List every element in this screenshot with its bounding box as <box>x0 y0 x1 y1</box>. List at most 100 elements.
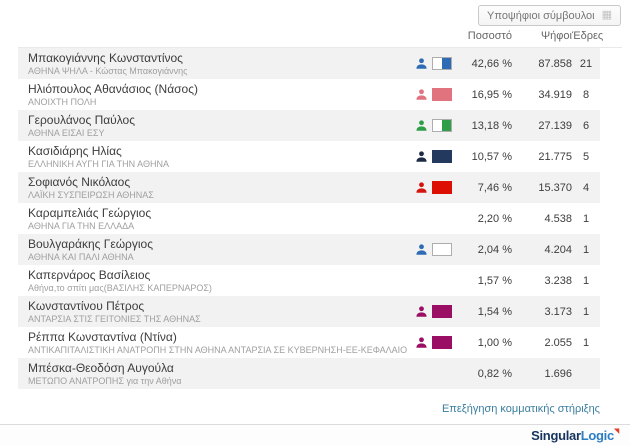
table-row: Μπέσκα-Θεοδόση Αυγούλα ΜΕΤΩΠΟ ΑΝΑΤΡΟΠΗΣ γ… <box>18 358 600 389</box>
table-row: Κωνσταντίνου Πέτρος ΑΝΤΑΡΣΙΑ ΣΤΙΣ ΓΕΙΤΟΝΙ… <box>18 296 600 327</box>
person-icon <box>415 57 428 70</box>
seats-value: 1 <box>582 305 590 318</box>
candidate-party: ΑΘΗΝΑ ΕΙΣΑΙ ΕΣΥ <box>28 127 105 138</box>
candidate-party: Αθήνα,το σπίτι μας(ΒΑΣΙΛΗΣ ΚΑΠΕΡΝΑΡΟΣ) <box>28 282 212 293</box>
seats-value: 1 <box>582 274 590 287</box>
person-icon <box>415 150 428 163</box>
votes-value: 87.858 <box>538 57 572 70</box>
seats-value: 6 <box>582 119 590 132</box>
votes-value: 4.538 <box>544 212 572 225</box>
votes-value: 21.775 <box>538 150 572 163</box>
support-box-icon <box>432 57 452 70</box>
percent-value: 0,82 % <box>477 367 512 380</box>
candidate-name: Κασιδιάρης Ηλίας <box>28 143 122 158</box>
votes-value: 3.173 <box>544 305 572 318</box>
candidate-party: ΕΛΛΗΝΙΚΗ ΑΥΓΗ ΓΙΑ ΤΗΝ ΑΘΗΝΑ <box>28 158 169 169</box>
candidate-name: Κωνσταντίνου Πέτρος <box>28 298 145 313</box>
candidate-party: ΛΑΪΚΗ ΣΥΣΠΕΙΡΩΣΗ ΑΘΗΝΑΣ <box>28 189 154 200</box>
support-box-icon <box>432 88 452 101</box>
seats-value: 21 <box>579 57 593 70</box>
party-support-icon <box>408 88 452 101</box>
candidate-name: Βουλγαράκης Γεώργιος <box>28 236 154 251</box>
singularlogic-logo: SingularLogic◥ <box>531 428 619 443</box>
party-support-icon <box>408 336 452 349</box>
candidate-party: ΑΝΟΙΧΤΗ ΠΟΛΗ <box>28 96 97 107</box>
table-row: Μπακογιάννης Κωνσταντίνος ΑΘΗΝΑ ΨΗΛΑ - Κώ… <box>18 48 600 79</box>
percent-value: 1,00 % <box>477 336 512 349</box>
person-icon <box>415 243 428 256</box>
candidate-name: Καπερνάρος Βασίλειος <box>28 267 151 282</box>
candidate-party: ΑΘΗΝΑ ΚΑΙ ΠΑΛΙ ΑΘΗΝΑ <box>28 251 134 262</box>
person-icon <box>415 119 428 132</box>
candidate-councillors-button-label: Υποψήφιοι σύμβουλοι <box>487 9 595 22</box>
footer: SingularLogic◥ <box>0 424 630 446</box>
person-icon <box>415 336 428 349</box>
table-row: Καραμπελιάς Γεώργιος ΑΘΗΝΑ ΓΙΑ ΤΗΝ ΕΛΛΑΔΑ… <box>18 203 600 234</box>
percent-value: 2,20 % <box>477 212 512 225</box>
results-table-header: Ποσοστό Ψήφοι Έδρες <box>18 27 622 48</box>
logo-text-logic: Logic <box>580 428 614 443</box>
header-seats: Έδρες <box>572 30 604 42</box>
support-box-icon <box>432 181 452 194</box>
candidate-party: ΑΘΗΝΑ ΓΙΑ ΤΗΝ ΕΛΛΑΔΑ <box>28 220 135 231</box>
votes-value: 15.370 <box>538 181 572 194</box>
seats-value: 1 <box>582 243 590 256</box>
table-row: Γερουλάνος Παύλος ΑΘΗΝΑ ΕΙΣΑΙ ΕΣΥ 13,18 %… <box>18 110 600 141</box>
candidate-party: ΜΕΤΩΠΟ ΑΝΑΤΡΟΠΗΣ για την Αθήνα <box>28 375 182 386</box>
party-support-icon <box>408 57 452 70</box>
person-icon <box>415 181 428 194</box>
support-box-icon <box>432 119 452 132</box>
percent-value: 10,57 % <box>471 150 512 163</box>
table-row: Καπερνάρος Βασίλειος Αθήνα,το σπίτι μας(Β… <box>18 265 600 296</box>
seats-value: 5 <box>582 150 590 163</box>
logo-text-singular: Singular <box>531 428 581 443</box>
table-row: Βουλγαράκης Γεώργιος ΑΘΗΝΑ ΚΑΙ ΠΑΛΙ ΑΘΗΝΑ… <box>18 234 600 265</box>
percent-value: 13,18 % <box>471 119 512 132</box>
votes-value: 34.919 <box>538 88 572 101</box>
header-votes: Ψήφοι <box>540 30 572 42</box>
percent-value: 2,04 % <box>477 243 512 256</box>
support-box-icon <box>432 243 452 256</box>
candidate-name: Σοφιανός Νικόλαος <box>28 174 131 189</box>
seats-value: 1 <box>582 336 590 349</box>
table-row: Κασιδιάρης Ηλίας ΕΛΛΗΝΙΚΗ ΑΥΓΗ ΓΙΑ ΤΗΝ ΑΘ… <box>18 141 600 172</box>
candidate-name: Ηλιόπουλος Αθανάσιος (Νάσος) <box>28 81 199 96</box>
party-support-icon <box>408 181 452 194</box>
grid-icon: ▦ <box>601 9 612 21</box>
candidate-name: Μπακογιάννης Κωνσταντίνος <box>28 50 183 65</box>
results-table: Μπακογιάννης Κωνσταντίνος ΑΘΗΝΑ ΨΗΛΑ - Κώ… <box>18 48 600 389</box>
logo-mark: ◥ <box>613 428 619 435</box>
percent-value: 7,46 % <box>477 181 512 194</box>
percent-value: 42,66 % <box>471 57 512 70</box>
candidate-name: Ρέππα Κωνσταντίνα (Ντίνα) <box>28 329 177 344</box>
seats-value: 8 <box>582 88 590 101</box>
percent-value: 1,57 % <box>477 274 512 287</box>
support-box-icon <box>432 150 452 163</box>
votes-value: 27.139 <box>538 119 572 132</box>
top-toolbar: Υποψήφιοι σύμβουλοι ▦ <box>0 0 630 26</box>
votes-value: 4.204 <box>544 243 572 256</box>
percent-value: 16,95 % <box>471 88 512 101</box>
person-icon <box>415 305 428 318</box>
candidate-party: ΑΘΗΝΑ ΨΗΛΑ - Κώστας Μπακογιάννης <box>28 65 188 76</box>
party-support-explanation-link[interactable]: Επεξήγηση κομματικής στήριξης <box>441 403 600 415</box>
person-icon <box>415 88 428 101</box>
votes-value: 3.238 <box>544 274 572 287</box>
table-row: Ηλιόπουλος Αθανάσιος (Νάσος) ΑΝΟΙΧΤΗ ΠΟΛΗ… <box>18 79 600 110</box>
candidate-councillors-button[interactable]: Υποψήφιοι σύμβουλοι ▦ <box>478 5 621 26</box>
party-support-icon <box>408 243 452 256</box>
candidate-party: ΑΝΤΑΡΣΙΑ ΣΤΙΣ ΓΕΙΤΟΝΙΕΣ ΤΗΣ ΑΘΗΝΑΣ <box>28 313 201 324</box>
party-support-icon <box>408 150 452 163</box>
party-support-icon <box>408 119 452 132</box>
header-percent: Ποσοστό <box>467 30 512 42</box>
seats-value: 4 <box>582 181 590 194</box>
seats-value: 1 <box>582 212 590 225</box>
percent-value: 1,54 % <box>477 305 512 318</box>
candidate-name: Γερουλάνος Παύλος <box>28 112 136 127</box>
table-row: Σοφιανός Νικόλαος ΛΑΪΚΗ ΣΥΣΠΕΙΡΩΣΗ ΑΘΗΝΑΣ… <box>18 172 600 203</box>
candidate-name: Καραμπελιάς Γεώργιος <box>28 205 152 220</box>
candidate-party: ΑΝΤΙΚΑΠΙΤΑΛΙΣΤΙΚΗ ΑΝΑΤΡΟΠΗ ΣΤΗΝ ΑΘΗΝΑ ΑΝ… <box>28 344 408 355</box>
explain-link-row: Επεξήγηση κομματικής στήριξης <box>0 389 630 417</box>
support-box-icon <box>432 336 452 349</box>
candidate-name: Μπέσκα-Θεοδόση Αυγούλα <box>28 360 174 375</box>
